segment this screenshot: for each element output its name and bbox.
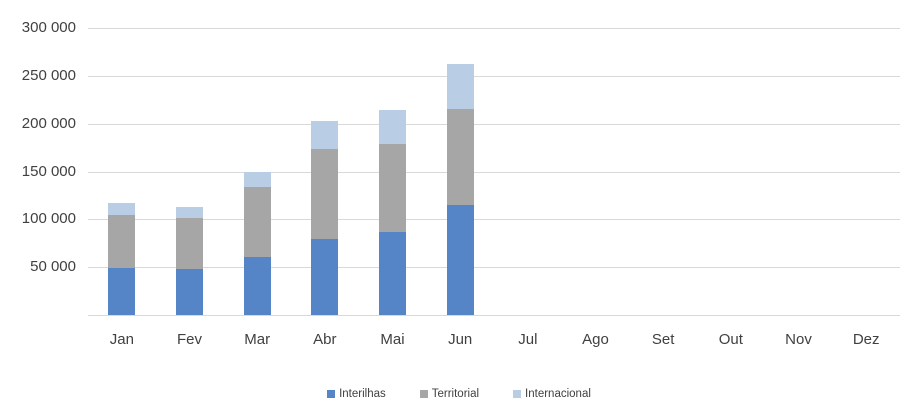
gridline [88,28,900,29]
x-axis-tick-label-jul: Jul [518,331,538,348]
legend-swatch-icon [419,390,428,398]
bar-segment-internacional-jun [446,64,474,110]
gridline [88,219,900,221]
bar-segment-internacional-abr [311,120,339,149]
y-axis-tick-label: 300 000 [21,19,76,36]
y-axis-tick-label: 250 000 [21,66,76,84]
gridline [88,75,900,77]
y-axis-tick-label: 100 000 [21,210,76,228]
x-axis-tick-label-mar: Mar [244,331,271,348]
bar-segment-territorial-abr [311,148,339,240]
bar-segment-interilhas-jan [108,268,136,315]
x-axis-tick-label-fev: Fev [176,331,202,348]
x-axis-tick-label-abr: Abr [313,331,337,348]
y-axis-tick-label: 150 000 [21,162,76,180]
legend-label: Interilhas [339,388,386,400]
bar-segment-territorial-mai [379,143,406,232]
legend-swatch-icon [327,390,336,398]
y-axis-tick-label: 50 000 [30,258,76,276]
bar-segment-internacional-jan [108,203,136,215]
bar-segment-internacional-mar [243,172,271,187]
x-axis-tick-label-jan: Jan [109,331,134,348]
gridline [88,123,900,125]
x-axis-tick-label-set: Set [651,331,675,348]
bar-segment-internacional-mai [379,110,406,144]
bar-segment-interilhas-mar [243,256,271,315]
x-axis-tick-label-mai: Mai [380,331,405,348]
legend-item-internacional: Internacional [513,388,591,400]
legend-label: Territorial [431,388,480,400]
bar-segment-interilhas-fev [176,269,203,315]
bar-segment-territorial-jan [108,214,136,269]
legend-swatch-icon [513,390,522,398]
x-axis-tick-label-jun: Jun [448,331,473,348]
legend-item-territorial: Territorial [419,388,480,400]
x-axis-tick-label-dez: Dez [852,331,880,348]
bar-segment-interilhas-mai [379,231,406,315]
bar-segment-territorial-mar [243,186,271,257]
x-axis-line [88,315,900,316]
legend-item-interilhas: Interilhas [327,388,386,400]
gridline [88,171,900,173]
legend-label: Internacional [525,388,591,400]
plot-area [88,28,900,316]
bar-segment-territorial-jun [446,109,474,205]
x-axis-tick-label-ago: Ago [582,331,609,348]
chart-legend: Interilhas Territorial Internacional [0,388,918,400]
bar-segment-interilhas-jun [446,204,474,315]
bar-segment-internacional-fev [176,206,203,219]
gridline [88,267,900,269]
y-axis-tick-label: 200 000 [21,114,76,132]
bar-segment-interilhas-abr [311,239,339,315]
x-axis-tick-label-out: Out [718,331,743,348]
bar-segment-territorial-fev [176,218,203,270]
x-axis-tick-label-nov: Nov [785,331,812,348]
